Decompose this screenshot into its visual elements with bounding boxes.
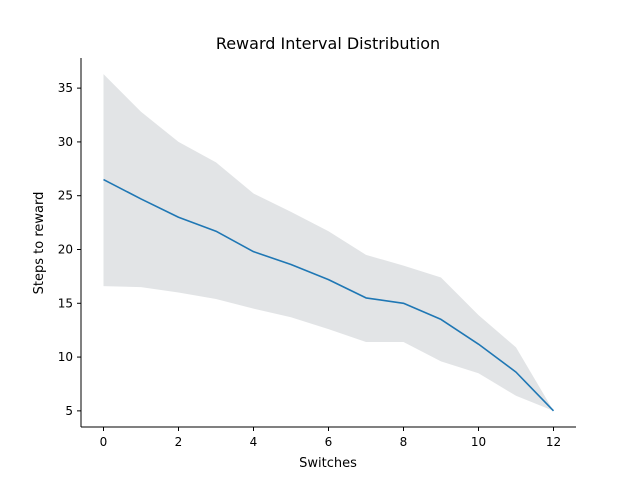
x-tick-label: 6 (325, 435, 333, 449)
x-tick-label: 2 (175, 435, 183, 449)
y-tick-label: 25 (58, 189, 73, 203)
chart-title: Reward Interval Distribution (216, 34, 440, 53)
x-axis-label: Switches (299, 456, 357, 471)
confidence-band (104, 74, 554, 411)
y-tick-label: 35 (58, 81, 73, 95)
x-tick-label: 12 (546, 435, 561, 449)
y-tick-label: 15 (58, 296, 73, 310)
x-tick-label: 8 (400, 435, 408, 449)
y-tick-label: 30 (58, 135, 73, 149)
y-ticks: 5 10 15 20 25 30 35 (58, 81, 81, 418)
x-ticks: 0 2 4 6 8 10 12 (100, 427, 561, 449)
y-tick-label: 20 (58, 242, 73, 256)
plot-area (103, 74, 553, 411)
y-tick-label: 10 (58, 350, 73, 364)
x-tick-label: 4 (250, 435, 258, 449)
y-tick-label: 5 (65, 404, 73, 418)
x-tick-label: 0 (100, 435, 108, 449)
x-tick-label: 10 (471, 435, 486, 449)
y-axis-label: Steps to reward (32, 192, 47, 295)
